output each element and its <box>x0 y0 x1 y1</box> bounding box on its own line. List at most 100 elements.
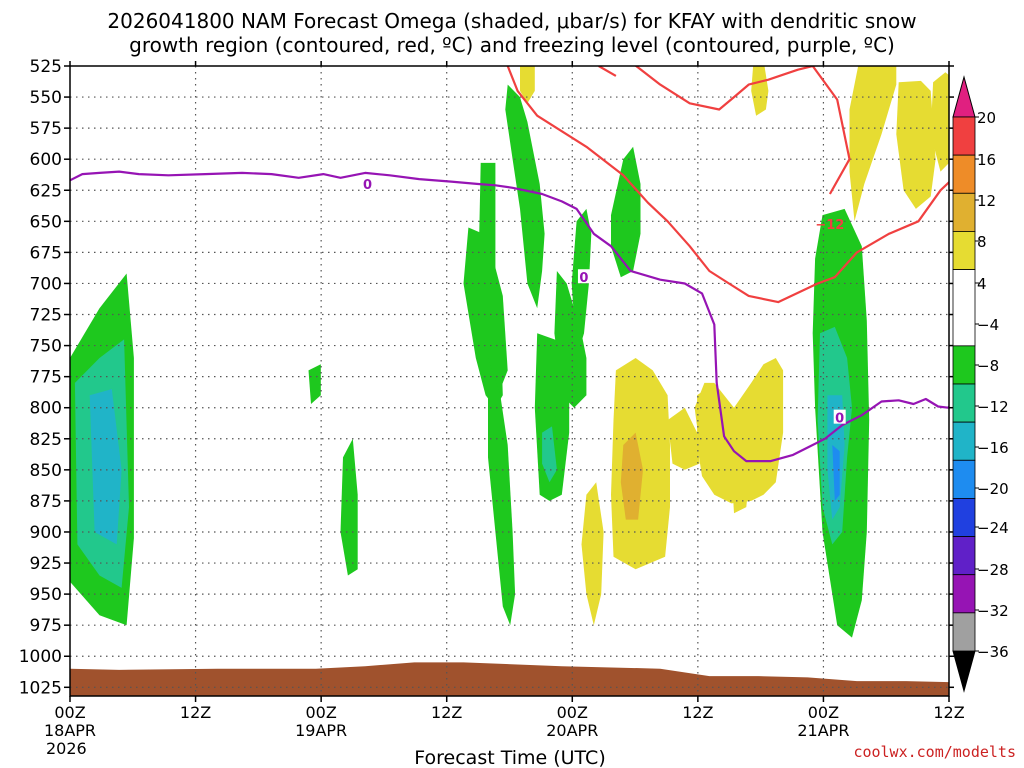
colorbar-band-3 <box>952 231 976 270</box>
omega-region-3 <box>308 364 321 404</box>
colorbar-band-1 <box>952 154 976 194</box>
y-tick-label-825: 825 <box>30 430 62 450</box>
colorbar-band-10 <box>952 536 976 576</box>
colorbar-label-5: −4 <box>977 316 999 334</box>
x-tick-label-36: 12Z <box>431 703 462 722</box>
y-tick-label-925: 925 <box>30 554 62 574</box>
y-tick-label-900: 900 <box>30 523 62 543</box>
y-tick-label-875: 875 <box>30 492 62 512</box>
omega-region-9 <box>488 358 516 626</box>
dendritic-contour-segment-2 <box>811 66 851 195</box>
omega-region-13 <box>611 146 641 278</box>
omega-region-22 <box>751 66 769 116</box>
y-tick-label-650: 650 <box>30 212 62 232</box>
x-tick-label-0: 00Z <box>54 703 85 722</box>
ground-terrain <box>70 662 949 696</box>
y-tick-label-700: 700 <box>30 274 62 294</box>
y-tick-label-675: 675 <box>30 243 62 263</box>
colorbar-label-9: −20 <box>977 480 1009 498</box>
y-tick-label-775: 775 <box>30 368 62 388</box>
colorbar-label-4: 4 <box>977 275 987 293</box>
colorbar: 20 16 12 8 4 −4 −8 −12 −16 −20 −24 −28 −32 −36 <box>952 75 1009 693</box>
freezing-label-bg-1 <box>577 269 590 284</box>
colorbar-band-0 <box>952 116 976 156</box>
omega-region-2 <box>89 389 122 545</box>
omega-region-8 <box>478 162 496 358</box>
y-tick-label-550: 550 <box>30 88 62 108</box>
ground-layer <box>70 662 949 696</box>
dendritic-contour-segment-1 <box>634 66 813 111</box>
x-tick-label-72: 00Z <box>808 703 839 722</box>
chart-title-line-2: growth region (contoured, red, ºC) and f… <box>129 33 895 57</box>
colorbar-label-6: −8 <box>977 357 999 375</box>
freezing-level-label-1: 0 <box>579 271 588 286</box>
x-tick-label-84: 12Z <box>933 703 964 722</box>
dendritic-contour-segment-0 <box>506 66 949 304</box>
omega-region-26 <box>620 432 643 520</box>
colorbar-label-8: −16 <box>977 439 1009 457</box>
x-tick-label-24: 00Z <box>305 703 336 722</box>
omega-region-4 <box>340 438 358 576</box>
x-tick-date-72: 21APR <box>797 721 849 740</box>
colorbar-label-11: −28 <box>977 561 1009 579</box>
omega-region-30 <box>694 382 717 445</box>
freezing-level-contour <box>70 170 949 463</box>
chart-title-line-1: 2026041800 NAM Forecast Omega (shaded, μ… <box>107 9 916 33</box>
dendritic-contour-segment-3 <box>598 66 617 77</box>
y-tick-label-800: 800 <box>30 399 62 419</box>
y-tick-label-1025: 1025 <box>19 678 62 698</box>
y-tick-label-975: 975 <box>30 616 62 636</box>
x-tick-label-48: 00Z <box>557 703 588 722</box>
colorbar-band-9 <box>952 498 976 537</box>
freezing-label-bg-0 <box>361 176 374 191</box>
x-tick-date-48: 20APR <box>546 721 598 740</box>
dendritic-contour-label: −12 <box>815 218 844 233</box>
colorbar-label-0: 20 <box>977 109 996 127</box>
y-tick-label-600: 600 <box>30 150 62 170</box>
omega-region-24 <box>581 482 604 626</box>
x-tick-label-12: 12Z <box>180 703 211 722</box>
credit-text: coolwx.com/modelts <box>853 743 1016 761</box>
x-axis-label: Forecast Time (UTC) <box>414 747 605 768</box>
colorbar-band-4 <box>952 269 976 347</box>
colorbar-label-3: 8 <box>977 233 987 251</box>
colorbar-label-13: −36 <box>977 643 1009 661</box>
colorbar-band-7 <box>952 421 976 461</box>
colorbar-label-12: −32 <box>977 602 1009 620</box>
colorbar-band-2 <box>952 192 976 232</box>
colorbar-band-8 <box>952 459 976 499</box>
colorbar-band-11 <box>952 574 976 614</box>
colorbar-label-7: −12 <box>977 398 1009 416</box>
omega-shading-layer <box>70 66 949 638</box>
x-tick-label-60: 12Z <box>682 703 713 722</box>
y-tick-label-625: 625 <box>30 181 62 201</box>
omega-region-11 <box>554 271 587 408</box>
x-tick-date-0: 18APR <box>44 721 96 740</box>
omega-region-29 <box>731 463 749 514</box>
y-tick-label-850: 850 <box>30 461 62 481</box>
y-tick-label-525: 525 <box>30 57 62 77</box>
omega-region-14 <box>542 426 557 483</box>
y-tick-label-750: 750 <box>30 337 62 357</box>
omega-region-27 <box>667 407 700 470</box>
x-tick-year-0: 2026 <box>46 739 87 758</box>
x-tick-date-24: 19APR <box>295 721 347 740</box>
omega-region-23 <box>849 66 897 222</box>
y-tick-label-575: 575 <box>30 119 62 139</box>
y-tick-label-950: 950 <box>30 585 62 605</box>
freezing-level-label-2: 0 <box>835 412 844 427</box>
colorbar-band-5 <box>952 345 976 385</box>
colorbar-label-2: 12 <box>977 192 996 210</box>
colorbar-band-12 <box>952 612 976 652</box>
omega-region-7 <box>505 84 545 309</box>
y-tick-label-1000: 1000 <box>19 647 62 667</box>
omega-region-19 <box>520 66 535 104</box>
y-tick-label-725: 725 <box>30 306 62 326</box>
omega-region-18 <box>832 445 840 501</box>
plot-frame <box>69 65 950 697</box>
colorbar-label-1: 16 <box>977 151 996 169</box>
colorbar-band-6 <box>952 383 976 423</box>
y-axis: 525 550 575 600 625 650 675 700 725 750 775 800 825 8… <box>19 57 954 698</box>
